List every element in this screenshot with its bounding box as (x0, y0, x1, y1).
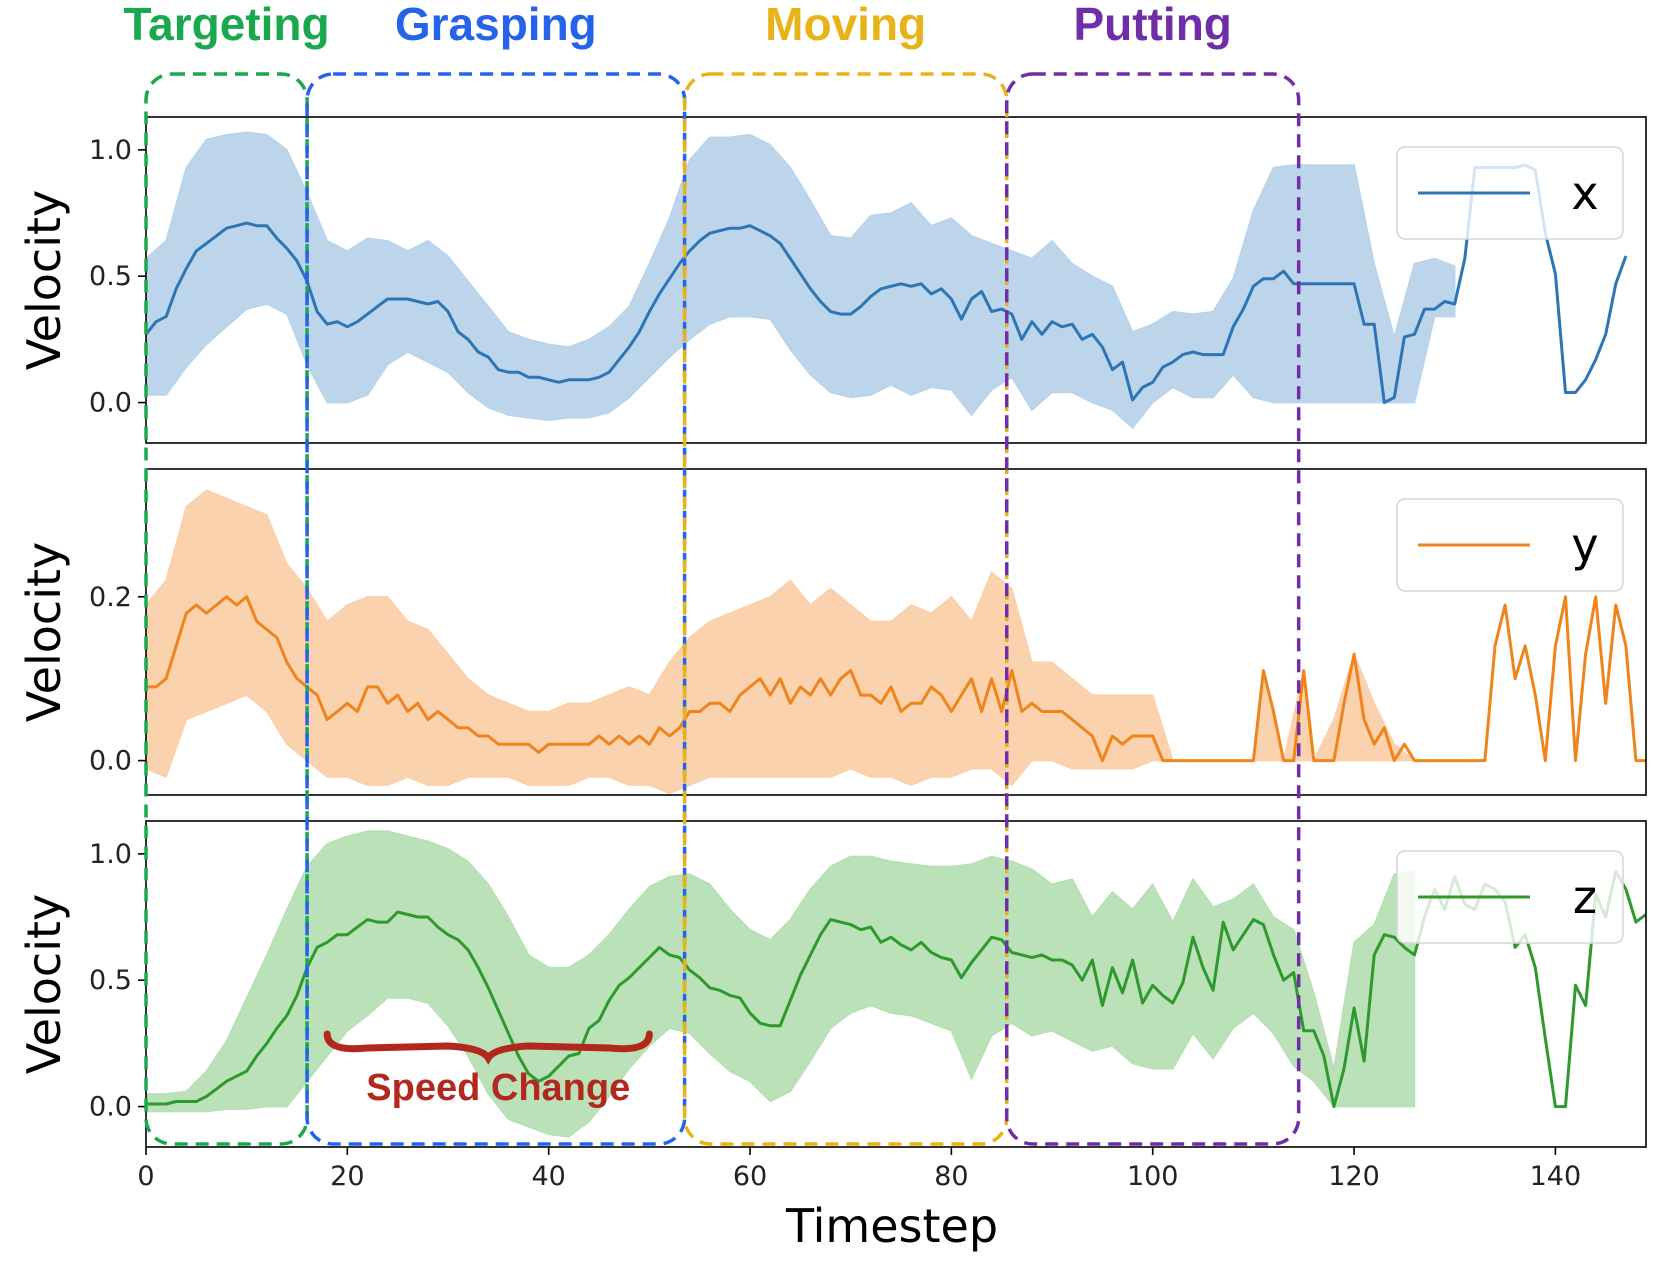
phase-title-putting: Putting (1074, 0, 1232, 50)
x-tick-label-7: 140 (1530, 1161, 1582, 1192)
legend-x-label: x (1571, 166, 1598, 220)
x-axis-label: Timestep (785, 1199, 998, 1253)
series-z-line (146, 870, 1646, 1109)
panel-z: 0.0 0.5 1.0 Velocity z (17, 820, 1647, 1148)
x-axis: Timestep 0 20 40 60 80 100 120 140 (137, 1147, 1581, 1253)
series-x-band (146, 131, 1456, 429)
y-axis-label-y: Velocity (17, 542, 71, 722)
phase-boxes-layer: Targeting Grasping Moving Putting (123, 0, 1301, 1146)
y-tick-label-z-0: 0.0 (89, 1092, 132, 1123)
legend-z: z (1396, 850, 1624, 944)
y-tick-label-z-1: 0.5 (89, 965, 132, 996)
panel-x-plot-area (146, 131, 1628, 429)
panels-layer: 0.0 0.5 1.0 Velocity x 0.0 0.2 Velocity y 0.0 0.5 1… (17, 116, 1647, 1148)
x-tick-label-4: 80 (934, 1161, 968, 1192)
x-tick-label-2: 40 (532, 1161, 566, 1192)
x-tick-label-6: 120 (1328, 1161, 1380, 1192)
panel-y: 0.0 0.2 Velocity y (17, 468, 1647, 796)
panel-y-plot-area (146, 489, 1646, 795)
panel-z-plot-area (146, 830, 1646, 1138)
speed-change-brace (323, 1030, 653, 1065)
series-z-band (146, 830, 1416, 1138)
x-tick-label-3: 60 (733, 1161, 767, 1192)
phase-box-putting (1004, 72, 1301, 1146)
y-tick-label-y-0: 0.0 (89, 746, 132, 777)
legend-y-label: y (1571, 518, 1598, 572)
panel-y-frame (145, 468, 1647, 796)
legend-z-label: z (1573, 870, 1597, 924)
y-axis-label-x: Velocity (17, 190, 71, 370)
x-tick-label-0: 0 (137, 1161, 154, 1192)
series-x-line (146, 163, 1628, 405)
y-tick-label-x-2: 1.0 (89, 135, 132, 166)
y-tick-label-x-1: 0.5 (89, 261, 132, 292)
phase-title-targeting: Targeting (123, 0, 329, 50)
y-tick-label-z-2: 1.0 (89, 839, 132, 870)
legend-y: y (1396, 498, 1624, 592)
series-y-line (146, 595, 1646, 763)
series-y-band (146, 489, 1417, 795)
speed-change-annotation: Speed Change (323, 1030, 653, 1109)
x-tick-label-1: 20 (330, 1161, 364, 1192)
y-tick-label-y-1: 0.2 (89, 582, 132, 613)
phase-title-grasping: Grasping (395, 0, 597, 50)
legend-x: x (1396, 146, 1624, 240)
panel-x: 0.0 0.5 1.0 Velocity x (17, 116, 1647, 444)
x-tick-label-5: 100 (1127, 1161, 1179, 1192)
y-axis-label-z: Velocity (17, 894, 71, 1074)
speed-change-label: Speed Change (366, 1067, 630, 1109)
phase-title-moving: Moving (765, 0, 926, 50)
phase-box-grasping (305, 72, 687, 1146)
y-tick-label-x-0: 0.0 (89, 388, 132, 419)
